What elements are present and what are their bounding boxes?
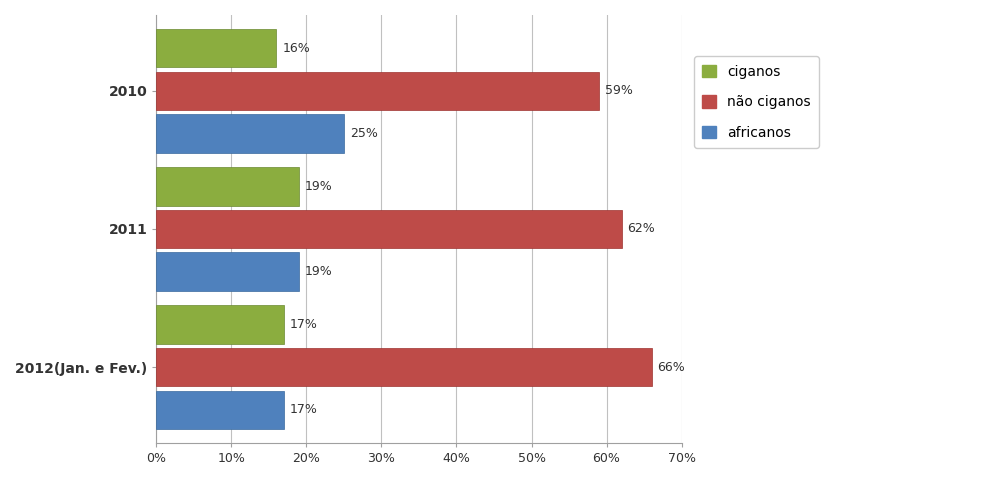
Text: 16%: 16% (282, 42, 310, 55)
Bar (156, 348, 651, 386)
Bar (156, 391, 284, 429)
Text: 25%: 25% (350, 127, 378, 140)
Bar (156, 252, 298, 291)
Text: 59%: 59% (605, 84, 633, 97)
Bar (156, 167, 298, 205)
Bar (156, 210, 622, 248)
Legend: ciganos, não ciganos, africanos: ciganos, não ciganos, africanos (694, 56, 820, 148)
Text: 19%: 19% (304, 180, 333, 192)
Bar (156, 72, 599, 110)
Bar (156, 305, 284, 344)
Text: 17%: 17% (290, 403, 318, 416)
Text: 62%: 62% (628, 223, 655, 236)
Text: 17%: 17% (290, 318, 318, 331)
Bar (156, 114, 344, 153)
Text: 19%: 19% (304, 265, 333, 278)
Bar (156, 29, 276, 68)
Text: 66%: 66% (657, 360, 685, 373)
